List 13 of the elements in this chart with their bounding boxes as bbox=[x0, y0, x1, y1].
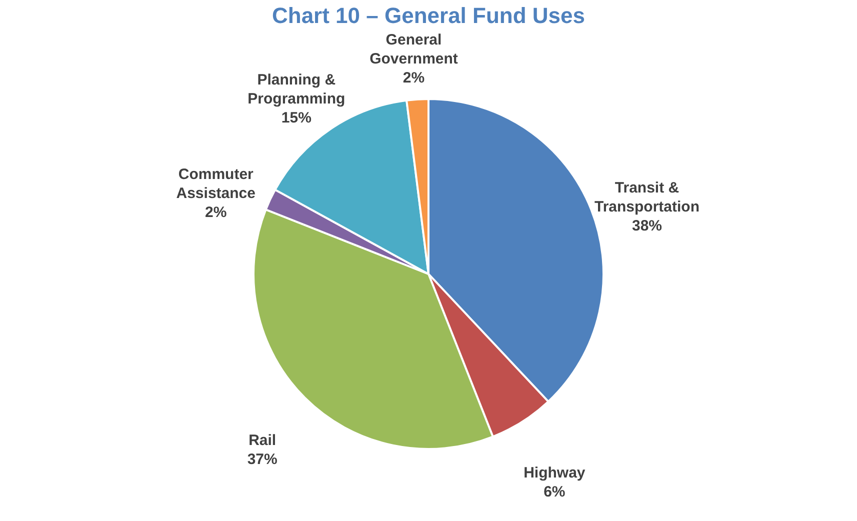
data-label: 38% bbox=[632, 217, 662, 234]
slice-label: General Government bbox=[370, 31, 458, 68]
data-label: 6% bbox=[544, 483, 566, 500]
data-label: 37% bbox=[247, 451, 278, 468]
slice-label: Rail bbox=[248, 432, 276, 450]
data-label: 15% bbox=[281, 110, 312, 127]
slice-label: Transit & Transportation bbox=[594, 179, 700, 216]
slice-label: Commuter Assistance bbox=[176, 166, 256, 202]
data-label: 2% bbox=[402, 69, 425, 86]
chart-title: Chart 10 – General Fund Uses bbox=[272, 3, 585, 28]
slice-label: Planning & Programming bbox=[248, 72, 346, 108]
slice-label: Highway bbox=[524, 464, 586, 482]
data-label: 2% bbox=[205, 204, 227, 221]
